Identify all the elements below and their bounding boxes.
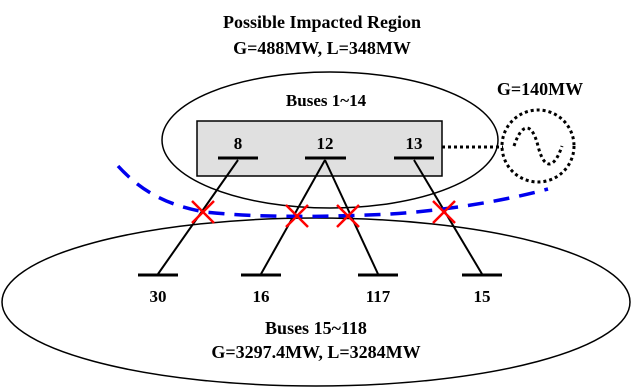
impacted-region-ellipse bbox=[161, 71, 499, 209]
bus-label-15: 15 bbox=[474, 287, 491, 306]
generator-label: G=140MW bbox=[497, 79, 583, 99]
bus-label-13: 13 bbox=[406, 134, 423, 153]
remaining-region-summary: G=3297.4MW, L=3284MW bbox=[211, 342, 420, 362]
remaining-region-label: Buses 15~118 bbox=[265, 318, 367, 338]
bus-label-8: 8 bbox=[234, 134, 243, 153]
buses-1-14-label: Buses 1~14 bbox=[286, 91, 367, 110]
impacted-region-title: Possible Impacted Region bbox=[223, 12, 421, 32]
bus-label-12: 12 bbox=[317, 134, 334, 153]
impacted-region-summary: G=488MW, L=348MW bbox=[233, 38, 411, 58]
generator-icon bbox=[500, 108, 576, 184]
bus-label-16: 16 bbox=[253, 287, 270, 306]
buses-1-14-box bbox=[196, 120, 443, 177]
cut-marker-line-12-117 bbox=[336, 204, 360, 228]
cut-marker-line-12-16 bbox=[285, 204, 309, 228]
cut-line bbox=[116, 164, 549, 219]
bus-label-117: 117 bbox=[366, 287, 391, 306]
cut-marker-line-13-15 bbox=[432, 200, 456, 224]
bus-label-30: 30 bbox=[150, 287, 167, 306]
cut-marker-line-8-30 bbox=[191, 200, 215, 224]
